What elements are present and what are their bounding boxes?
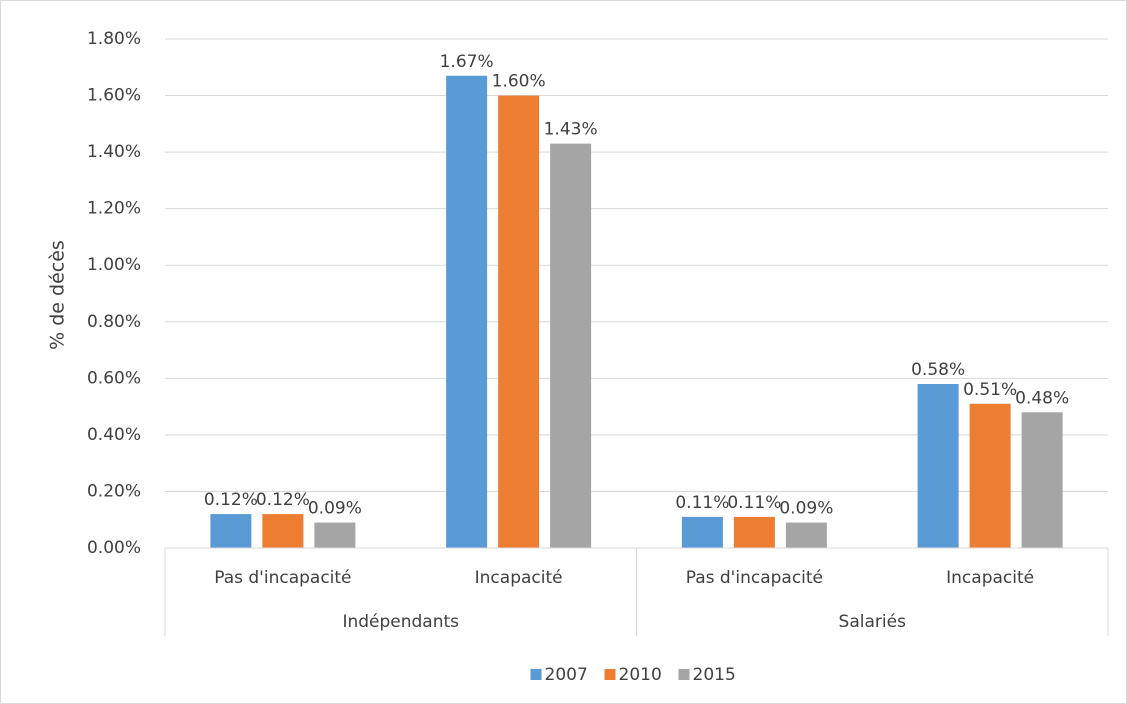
group-label: Salariés — [839, 612, 907, 632]
data-label: 0.09% — [308, 499, 362, 519]
x-tick-label: Incapacité — [946, 568, 1034, 588]
bar — [446, 75, 488, 548]
bar — [969, 403, 1011, 548]
data-label: 0.48% — [1015, 388, 1069, 408]
data-label: 0.12% — [256, 490, 310, 510]
legend-swatch — [604, 669, 616, 680]
data-label: 0.11% — [727, 493, 781, 513]
legend-label: 2010 — [619, 665, 662, 685]
y-tick-label: 1.60% — [87, 86, 141, 106]
bar — [785, 522, 827, 548]
bar — [733, 516, 775, 548]
y-tick-label: 1.40% — [87, 142, 141, 162]
y-tick-label: 0.60% — [87, 368, 141, 388]
data-label: 0.09% — [779, 499, 833, 519]
legend-swatch — [530, 669, 542, 680]
legend-label: 2015 — [693, 665, 736, 685]
bar — [1021, 412, 1063, 548]
data-label: 1.43% — [544, 120, 598, 140]
x-tick-label: Incapacité — [475, 568, 563, 588]
x-tick-label: Pas d'incapacité — [214, 568, 351, 588]
y-tick-label: 0.20% — [87, 481, 141, 501]
y-tick-label: 0.00% — [87, 538, 141, 558]
y-tick-label: 1.00% — [87, 255, 141, 275]
y-tick-label: 1.80% — [87, 29, 141, 49]
y-axis-title: % de décès — [47, 240, 69, 350]
data-label: 0.11% — [675, 493, 729, 513]
y-tick-label: 0.40% — [87, 425, 141, 445]
bar — [262, 514, 304, 548]
legend-label: 2007 — [545, 665, 588, 685]
x-tick-label: Pas d'incapacité — [686, 568, 823, 588]
data-label: 0.58% — [911, 360, 965, 380]
data-label: 0.51% — [963, 380, 1017, 400]
data-label: 0.12% — [204, 490, 258, 510]
data-label: 1.60% — [492, 72, 546, 92]
y-tick-label: 0.80% — [87, 312, 141, 332]
y-tick-label: 1.20% — [87, 199, 141, 219]
bar — [314, 522, 356, 548]
bar — [550, 143, 592, 548]
bar — [917, 383, 959, 548]
bar — [210, 514, 252, 548]
bar — [498, 95, 540, 549]
legend-swatch — [678, 669, 690, 680]
bar — [681, 516, 723, 548]
data-label: 1.67% — [440, 52, 494, 72]
group-label: Indépendants — [342, 612, 459, 632]
